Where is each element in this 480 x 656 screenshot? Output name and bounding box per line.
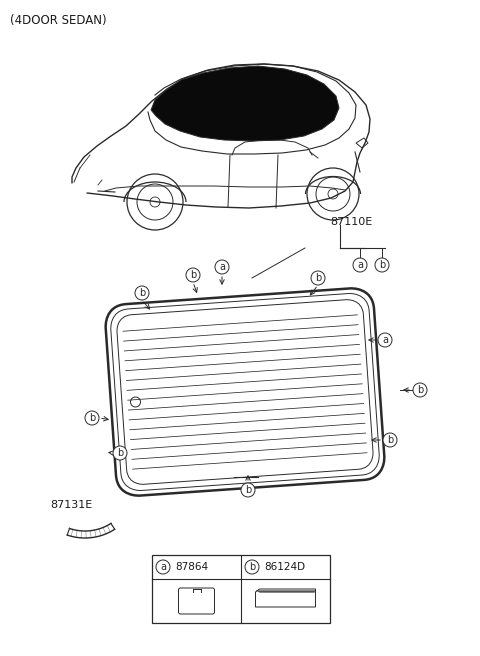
Circle shape [156,560,170,574]
Circle shape [375,258,389,272]
Text: b: b [249,562,255,572]
Circle shape [85,411,99,425]
Circle shape [413,383,427,397]
Text: a: a [219,262,225,272]
Circle shape [186,268,200,282]
Circle shape [113,446,127,460]
Circle shape [311,271,325,285]
Text: b: b [139,288,145,298]
Text: b: b [315,273,321,283]
Text: a: a [357,260,363,270]
Text: b: b [387,435,393,445]
Text: a: a [382,335,388,345]
Text: b: b [245,485,251,495]
Circle shape [378,333,392,347]
Text: (4DOOR SEDAN): (4DOOR SEDAN) [10,14,107,27]
Polygon shape [151,66,339,141]
Text: 86124D: 86124D [264,562,305,572]
Text: 87864: 87864 [175,562,208,572]
Text: a: a [160,562,166,572]
Text: b: b [417,385,423,395]
Circle shape [383,433,397,447]
Text: 87110E: 87110E [330,217,372,227]
Text: b: b [379,260,385,270]
Circle shape [245,560,259,574]
Circle shape [241,483,255,497]
Circle shape [215,260,229,274]
Circle shape [135,286,149,300]
Text: b: b [89,413,95,423]
Text: b: b [117,448,123,458]
Text: 87131E: 87131E [50,500,92,510]
Text: b: b [190,270,196,280]
Circle shape [353,258,367,272]
